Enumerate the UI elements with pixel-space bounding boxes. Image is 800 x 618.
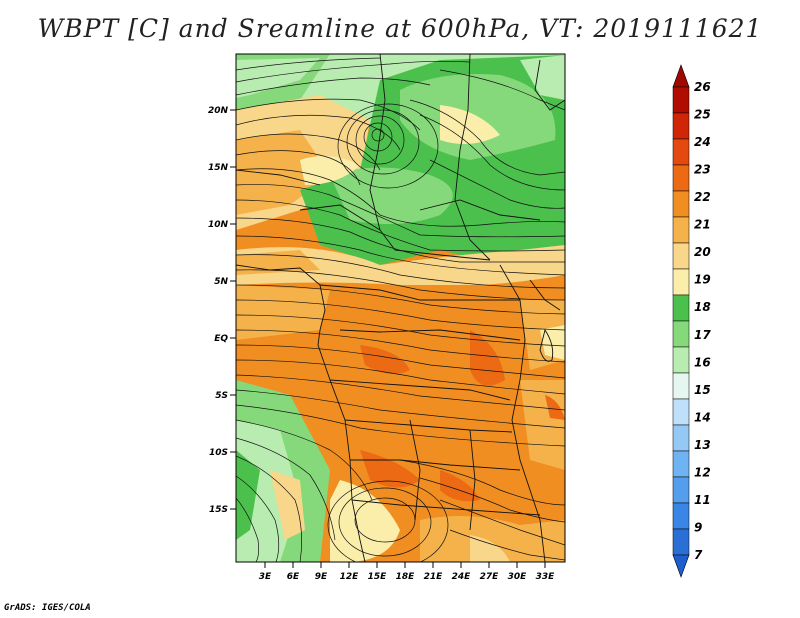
colorbar-label: 19 [694,273,711,287]
colorbar-swatch [672,268,690,296]
lon-label: 15E [368,572,388,582]
colorbar-label: 26 [694,80,711,94]
colorbar-swatch [672,476,690,504]
colorbar-bottom-arrow [672,554,690,578]
lat-label: 15S [209,505,228,515]
lon-label: 24E [452,572,472,582]
colorbar-label: 12 [694,465,711,479]
colorbar-swatch [672,242,690,270]
colorbar-label: 9 [694,520,702,534]
colorbar-label: 13 [694,438,711,452]
colorbar-label: 22 [694,190,711,204]
lon-label: 12E [340,572,360,582]
colorbar-top-arrow [672,64,690,88]
colorbar-label: 7 [694,548,703,562]
lat-label: 10N [208,220,229,230]
lon-label: 9E [315,572,328,582]
colorbar-label: 14 [694,410,711,424]
lon-label: 18E [396,572,416,582]
colorbar-swatch [672,190,690,218]
country-borders [236,54,565,562]
colorbar-label: 20 [694,245,711,259]
colorbar-swatch [672,294,690,322]
colorbar-swatch [672,346,690,374]
colorbar-swatch [672,164,690,192]
streamlines [236,57,565,562]
grads-credit: GrADS: IGES/COLA [4,603,91,613]
lat-label: 5S [215,391,228,401]
colorbar-label: 11 [694,493,711,507]
lat-label: 10S [209,448,228,458]
colorbar-swatch [672,138,690,166]
colorbar-label: 24 [694,135,711,149]
colorbar-swatch [672,450,690,478]
colorbar-label: 23 [694,163,711,177]
colorbar-swatch [672,112,690,140]
colorbar-swatch [672,372,690,400]
colorbar: 26 25 24 23 22 21 20 19 18 17 16 15 14 13 12 11 9 7 [672,64,711,578]
lon-axis: 3E 6E 9E 12E 15E 18E 21E 24E 27E 30E 33E [259,562,555,582]
colorbar-swatch [672,216,690,244]
colorbar-label: 25 [694,108,711,122]
colorbar-swatch [672,86,690,114]
colorbar-label: 21 [694,218,711,232]
colorbar-label: 16 [694,355,711,369]
lon-label: 33E [536,572,556,582]
lat-axis: 20N 15N 10N 5N EQ 5S 10S 15S [208,106,236,515]
colorbar-swatch [672,424,690,452]
wbpt-field [236,54,565,562]
colorbar-label: 18 [694,300,711,314]
lon-label: 3E [259,572,272,582]
colorbar-swatch [672,398,690,426]
lat-label: 15N [208,163,229,173]
colorbar-label: 15 [694,383,711,397]
lon-label: 21E [424,572,444,582]
map-title: WBPT [C] and Sreamline at 600hPa, VT: 20… [37,14,763,43]
map-frame [235,53,566,563]
colorbar-swatch [672,320,690,348]
lat-label: 20N [208,106,229,116]
lon-label: 6E [287,572,300,582]
colorbar-swatch [672,528,690,556]
lat-label: EQ [214,334,228,344]
lon-label: 30E [508,572,528,582]
lon-label: 27E [480,572,500,582]
colorbar-label: 17 [694,328,711,342]
lat-label: 5N [214,277,228,287]
colorbar-swatch [672,502,690,530]
